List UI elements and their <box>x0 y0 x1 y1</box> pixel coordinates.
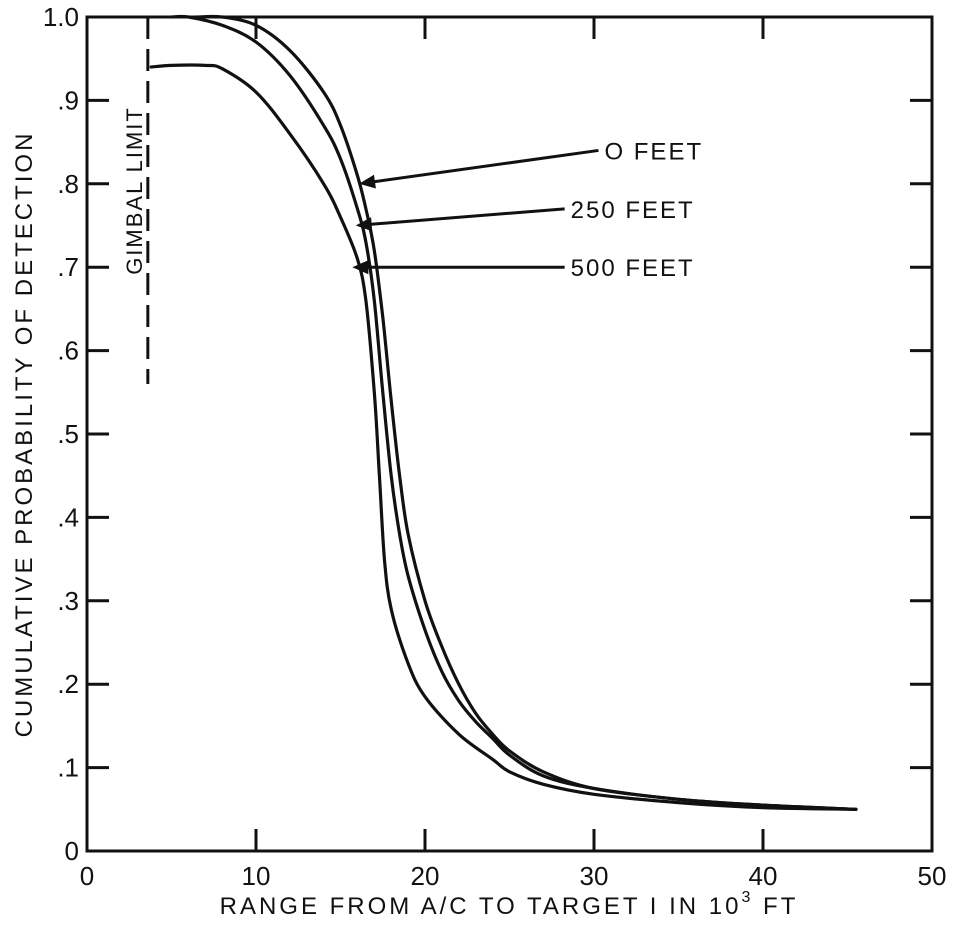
y-tick-label: .1 <box>57 753 79 783</box>
y-tick-label: .8 <box>57 169 79 199</box>
x-tick-label: 10 <box>242 861 271 891</box>
y-tick-label: 0 <box>65 836 79 866</box>
x-axis-ticks: 0 10 20 30 40 50 <box>80 17 947 891</box>
series-annotations: O FEET 250 FEET 500 FEET <box>352 138 703 282</box>
y-tick-label: .4 <box>57 502 79 532</box>
y-tick-label: .9 <box>57 85 79 115</box>
y-axis-title: CUMULATIVE PROBABILITY OF DETECTION <box>11 131 38 738</box>
x-tick-label: 30 <box>580 861 609 891</box>
x-tick-label: 0 <box>80 861 94 891</box>
annotation-arrow-head <box>359 174 376 189</box>
y-tick-label: .6 <box>57 336 79 366</box>
series-lines <box>149 14 858 811</box>
series-line-0 <box>195 14 858 811</box>
x-tick-label: 50 <box>918 861 947 891</box>
annotation-label-2: 500 FEET <box>571 255 695 282</box>
x-tick-label: 20 <box>411 861 440 891</box>
gimbal-limit-marker: GIMBAL LIMIT <box>122 17 150 384</box>
gimbal-limit-label: GIMBAL LIMIT <box>122 106 147 275</box>
annotation-arrow-head <box>352 260 369 275</box>
y-tick-label: .7 <box>57 252 79 282</box>
annotation-arrow-line <box>366 148 599 185</box>
plot-frame <box>85 15 934 853</box>
y-tick-label: .2 <box>57 669 79 699</box>
annotation-label-1: 250 FEET <box>571 197 695 224</box>
annotation-arrow-line <box>363 207 565 227</box>
x-axis-title-exponent: 3 <box>741 889 753 906</box>
y-axis-ticks: 0 .1 .2 .3 .4 .5 .6 .7 .8 .9 1.0 <box>43 2 932 866</box>
y-tick-label: 1.0 <box>43 2 79 32</box>
annotation-arrow-head <box>355 217 373 232</box>
x-tick-label: 40 <box>749 861 778 891</box>
y-tick-label: .3 <box>57 586 79 616</box>
x-axis-title-unit: FT <box>753 893 798 920</box>
y-tick-label: .5 <box>57 419 79 449</box>
annotation-label-0: O FEET <box>604 138 703 165</box>
series-line-2 <box>149 63 858 811</box>
x-axis-title-main: RANGE FROM A/C TO TARGET I IN 10 <box>220 893 742 920</box>
series-line-1 <box>169 14 858 811</box>
x-axis-title: RANGE FROM A/C TO TARGET I IN 103 FT <box>220 889 799 920</box>
